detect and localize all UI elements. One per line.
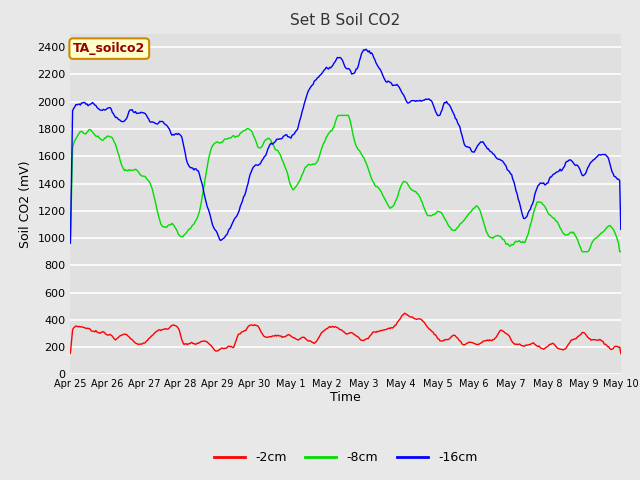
- X-axis label: Time: Time: [330, 391, 361, 404]
- Y-axis label: Soil CO2 (mV): Soil CO2 (mV): [19, 160, 32, 248]
- Text: TA_soilco2: TA_soilco2: [73, 42, 145, 55]
- Title: Set B Soil CO2: Set B Soil CO2: [291, 13, 401, 28]
- Legend: -2cm, -8cm, -16cm: -2cm, -8cm, -16cm: [209, 446, 483, 469]
